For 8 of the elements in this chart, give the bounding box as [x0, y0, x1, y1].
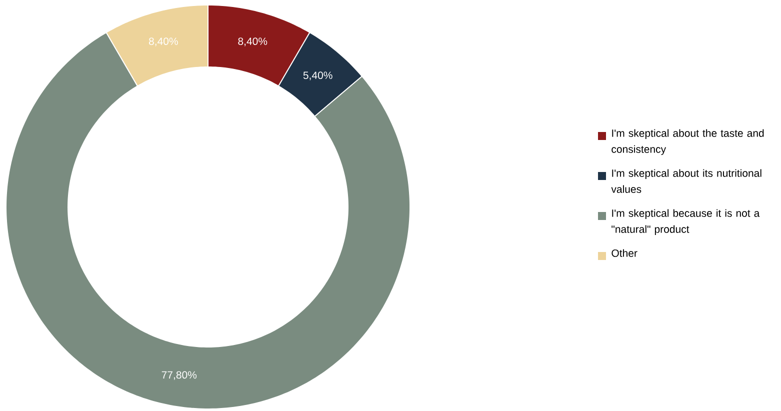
data-label: 77,80%: [162, 371, 197, 380]
legend-label: I'm skeptical because it is not a "natural" product: [612, 209, 760, 235]
data-label: 8,40%: [148, 38, 178, 46]
data-label: 5,40%: [303, 72, 332, 80]
legend-label: I'm skeptical about its nutritional values: [611, 169, 762, 193]
data-label: 8,40%: [238, 38, 268, 46]
legend-label: I'm skeptical about the taste and consistency: [612, 129, 764, 155]
legend-label: Other: [612, 249, 638, 257]
